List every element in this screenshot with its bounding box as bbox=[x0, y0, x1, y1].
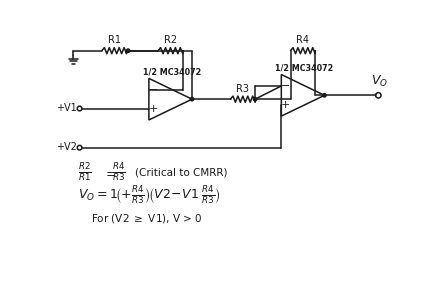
Text: −: − bbox=[281, 81, 291, 91]
Text: R1: R1 bbox=[108, 35, 121, 45]
Text: −: − bbox=[149, 85, 158, 95]
Text: $\frac{R2}{R1}$: $\frac{R2}{R1}$ bbox=[78, 161, 92, 183]
Text: R3: R3 bbox=[236, 84, 249, 94]
Text: +: + bbox=[281, 100, 291, 110]
Text: 1/2 MC34072: 1/2 MC34072 bbox=[143, 67, 201, 76]
Text: +V2: +V2 bbox=[56, 142, 77, 152]
Text: $V_O = 1\!\left(+\frac{R4}{R3}\right)\!\left(V2\!-\!V1\;\frac{R4}{R3}\right)$: $V_O = 1\!\left(+\frac{R4}{R3}\right)\!\… bbox=[78, 184, 221, 206]
Text: $=$: $=$ bbox=[103, 166, 117, 179]
Text: +V1: +V1 bbox=[57, 103, 77, 113]
Text: R4: R4 bbox=[296, 35, 309, 45]
Text: (Critical to CMRR): (Critical to CMRR) bbox=[135, 167, 228, 177]
Text: $V_O$: $V_O$ bbox=[371, 74, 389, 89]
Text: For (V2 $\geq$ V1), V > 0: For (V2 $\geq$ V1), V > 0 bbox=[91, 212, 203, 225]
Text: R2: R2 bbox=[164, 35, 177, 45]
Circle shape bbox=[253, 98, 257, 101]
Text: +: + bbox=[149, 103, 158, 114]
Circle shape bbox=[190, 98, 194, 101]
Circle shape bbox=[323, 94, 326, 97]
Circle shape bbox=[126, 49, 130, 52]
Text: $\frac{R4}{R3}$: $\frac{R4}{R3}$ bbox=[112, 161, 125, 183]
Text: 1/2 MC34072: 1/2 MC34072 bbox=[275, 63, 334, 72]
